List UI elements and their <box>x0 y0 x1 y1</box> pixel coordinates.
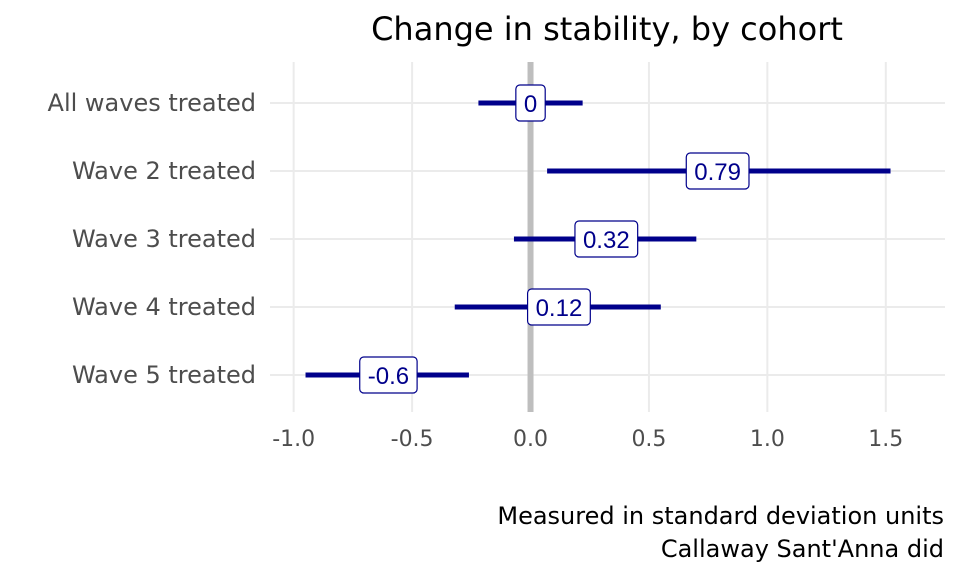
y-axis: All waves treated Wave 2 treated Wave 3 tr… <box>48 89 256 389</box>
estimate-label-text: 0.12 <box>536 295 583 322</box>
estimate-label-text: -0.6 <box>368 363 409 390</box>
x-tick-label: 0.5 <box>631 427 666 452</box>
caption: Measured in standard deviation units Cal… <box>497 502 944 563</box>
estimate-labels: 0 0.79 0.32 0.12 -0.6 <box>359 84 750 394</box>
y-tick-label: Wave 2 treated <box>72 157 256 185</box>
estimate-label-text: 0.32 <box>583 227 630 254</box>
estimate-label: 0.12 <box>526 288 591 326</box>
x-tick-label: 1.0 <box>750 427 785 452</box>
estimate-label-text: 0.79 <box>694 159 741 186</box>
estimate-label-box <box>685 152 750 190</box>
x-tick-label: 0.0 <box>513 427 548 452</box>
x-tick-label: -1.0 <box>272 427 315 452</box>
y-tick-label: Wave 3 treated <box>72 225 256 253</box>
caption-line-2: Callaway Sant'Anna did <box>661 535 944 563</box>
estimate-label: -0.6 <box>359 356 418 394</box>
estimate-label-text: 0 <box>524 91 537 118</box>
y-tick-label: Wave 4 treated <box>72 293 256 321</box>
estimate-label-box <box>515 84 546 122</box>
x-tick-label: -0.5 <box>391 427 434 452</box>
caption-line-1: Measured in standard deviation units <box>497 502 944 530</box>
x-tick-label: 1.5 <box>868 427 903 452</box>
x-axis: -1.0 -0.5 0.0 0.5 1.0 1.5 <box>272 427 903 452</box>
estimate-label: 0 <box>515 84 546 122</box>
estimate-label-box <box>526 288 591 326</box>
chart-title: Change in stability, by cohort <box>371 10 843 48</box>
estimate-label-box <box>359 356 418 394</box>
estimate-label-box <box>574 220 639 258</box>
y-tick-label: All waves treated <box>48 89 256 117</box>
y-tick-label: Wave 5 treated <box>72 361 256 389</box>
estimate-label: 0.79 <box>685 152 750 190</box>
estimate-label: 0.32 <box>574 220 639 258</box>
